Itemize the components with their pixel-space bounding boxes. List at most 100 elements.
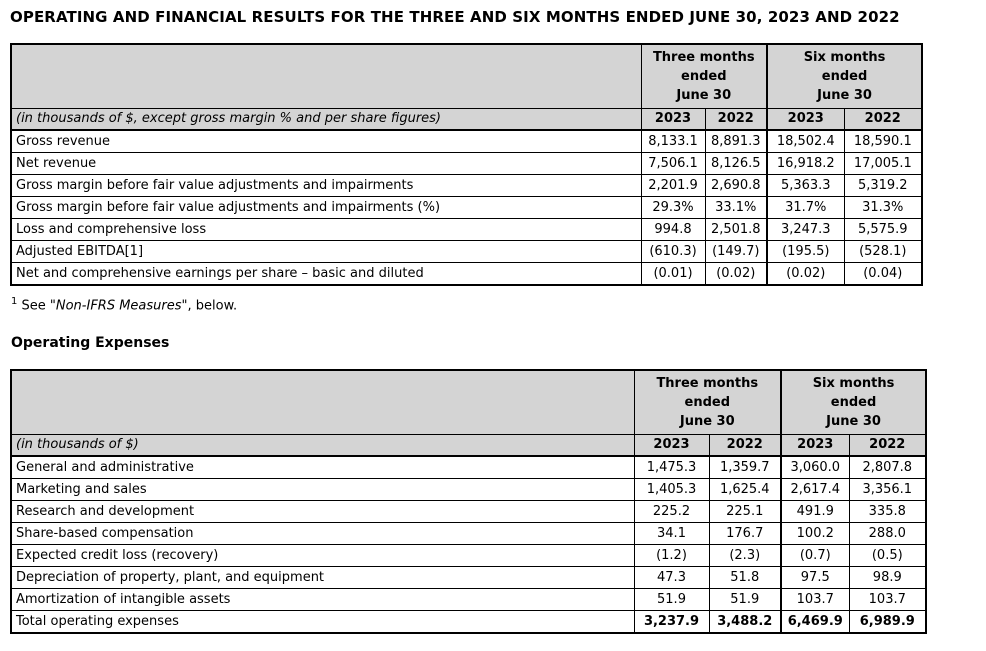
- cell-value: 1,625.4: [708, 478, 782, 502]
- cell-value: 34.1: [633, 522, 710, 546]
- table-row: Expected credit loss (recovery) (1.2) (2…: [10, 544, 927, 568]
- cell-value: 2,690.8: [704, 174, 768, 197]
- row-label: Research and development: [10, 500, 635, 524]
- cell-value: 8,133.1: [640, 129, 706, 153]
- cell-value: 2,501.8: [704, 218, 768, 241]
- row-label: Gross margin before fair value adjustmen…: [10, 196, 642, 219]
- year-header: 2022: [843, 108, 923, 131]
- cell-value: 176.7: [708, 522, 782, 546]
- cell-value: 994.8: [640, 218, 706, 241]
- cell-value: 7,506.1: [640, 152, 706, 175]
- col-group-three-months: Three months ended June 30: [640, 43, 768, 109]
- cell-value: 1,405.3: [633, 478, 710, 502]
- cell-value: 3,488.2: [708, 610, 782, 634]
- cell-value: 8,126.5: [704, 152, 768, 175]
- cell-value: 3,356.1: [848, 478, 927, 502]
- row-label: Expected credit loss (recovery): [10, 544, 635, 568]
- footnote-text: ", below.: [181, 298, 238, 314]
- table-row: Net and comprehensive earnings per share…: [10, 262, 923, 286]
- cell-value: 491.9: [780, 500, 850, 524]
- row-label: Loss and comprehensive loss: [10, 218, 642, 241]
- row-label: Net and comprehensive earnings per share…: [10, 262, 642, 286]
- units-note: (in thousands of $, except gross margin …: [10, 108, 642, 131]
- year-header: 2023: [766, 108, 845, 131]
- operating-expenses-table: Three months ended June 30 Six months en…: [10, 369, 928, 635]
- cell-value: 16,918.2: [766, 152, 845, 175]
- cell-value: 288.0: [848, 522, 927, 546]
- table-row: Adjusted EBITDA[1] (610.3) (149.7) (195.…: [10, 240, 923, 263]
- table-row: Loss and comprehensive loss 994.8 2,501.…: [10, 218, 923, 241]
- column-group-row: Three months ended June 30 Six months en…: [10, 369, 927, 436]
- table-row: Amortization of intangible assets 51.9 5…: [10, 588, 927, 612]
- cell-value: (0.7): [780, 544, 850, 568]
- year-header: 2023: [780, 434, 850, 458]
- row-label: General and administrative: [10, 455, 635, 480]
- row-label: Share-based compensation: [10, 522, 635, 546]
- table-row: Gross margin before fair value adjustmen…: [10, 196, 923, 219]
- row-label: Net revenue: [10, 152, 642, 175]
- row-label: Total operating expenses: [10, 610, 635, 634]
- cell-value: (0.02): [704, 262, 768, 286]
- page-title: OPERATING AND FINANCIAL RESULTS FOR THE …: [10, 8, 900, 26]
- cell-value: 2,617.4: [780, 478, 850, 502]
- year-header: 2023: [633, 434, 710, 458]
- row-label: Adjusted EBITDA[1]: [10, 240, 642, 263]
- cell-value: 3,247.3: [766, 218, 845, 241]
- cell-value: 2,807.8: [848, 455, 927, 480]
- cell-value: 103.7: [780, 588, 850, 612]
- cell-value: 100.2: [780, 522, 850, 546]
- units-note: (in thousands of $): [10, 434, 635, 458]
- cell-value: 31.7%: [766, 196, 845, 219]
- cell-value: (0.01): [640, 262, 706, 286]
- row-label: Marketing and sales: [10, 478, 635, 502]
- year-header: 2022: [708, 434, 782, 458]
- row-label: Depreciation of property, plant, and equ…: [10, 566, 635, 590]
- cell-value: 31.3%: [843, 196, 923, 219]
- cell-value: (528.1): [843, 240, 923, 263]
- year-header: 2022: [704, 108, 768, 131]
- cell-value: 335.8: [848, 500, 927, 524]
- year-header: 2022: [848, 434, 927, 458]
- cell-value: 51.9: [633, 588, 710, 612]
- cell-value: 103.7: [848, 588, 927, 612]
- cell-value: 2,201.9: [640, 174, 706, 197]
- year-header-row: (in thousands of $) 2023 2022 2023 2022: [10, 434, 927, 458]
- footnote-marker: 1: [11, 296, 18, 307]
- cell-value: 33.1%: [704, 196, 768, 219]
- table-row: General and administrative 1,475.3 1,359…: [10, 455, 927, 480]
- cell-value: (610.3): [640, 240, 706, 263]
- table-row: Gross revenue 8,133.1 8,891.3 18,502.4 1…: [10, 129, 923, 153]
- footnote: 1 See "Non-IFRS Measures", below.: [11, 293, 976, 314]
- total-row: Total operating expenses 3,237.9 3,488.2…: [10, 610, 927, 634]
- table-row: Net revenue 7,506.1 8,126.5 16,918.2 17,…: [10, 152, 923, 175]
- table-row: Research and development 225.2 225.1 491…: [10, 500, 927, 524]
- cell-value: 3,237.9: [633, 610, 710, 634]
- document-page: OPERATING AND FINANCIAL RESULTS FOR THE …: [10, 8, 976, 635]
- table-row: Marketing and sales 1,405.3 1,625.4 2,61…: [10, 478, 927, 502]
- cell-value: 18,590.1: [843, 129, 923, 153]
- footnote-text: See ": [17, 298, 56, 314]
- cell-value: 6,989.9: [848, 610, 927, 634]
- table-row: Share-based compensation 34.1 176.7 100.…: [10, 522, 927, 546]
- cell-value: (1.2): [633, 544, 710, 568]
- cell-value: 47.3: [633, 566, 710, 590]
- col-group-six-months: Six months ended June 30: [766, 43, 923, 109]
- row-label: Gross revenue: [10, 129, 642, 153]
- corner-cell: [10, 43, 642, 109]
- col-group-six-months: Six months ended June 30: [780, 369, 927, 436]
- financial-results-table: Three months ended June 30 Six months en…: [10, 43, 924, 286]
- cell-value: 225.2: [633, 500, 710, 524]
- cell-value: 1,359.7: [708, 455, 782, 480]
- table-row: Depreciation of property, plant, and equ…: [10, 566, 927, 590]
- cell-value: (195.5): [766, 240, 845, 263]
- cell-value: (149.7): [704, 240, 768, 263]
- year-header: 2023: [640, 108, 706, 131]
- cell-value: (0.04): [843, 262, 923, 286]
- col-group-three-months: Three months ended June 30: [633, 369, 782, 436]
- cell-value: 97.5: [780, 566, 850, 590]
- cell-value: 5,363.3: [766, 174, 845, 197]
- cell-value: (2.3): [708, 544, 782, 568]
- year-header-row: (in thousands of $, except gross margin …: [10, 108, 923, 131]
- cell-value: 5,575.9: [843, 218, 923, 241]
- cell-value: 51.9: [708, 588, 782, 612]
